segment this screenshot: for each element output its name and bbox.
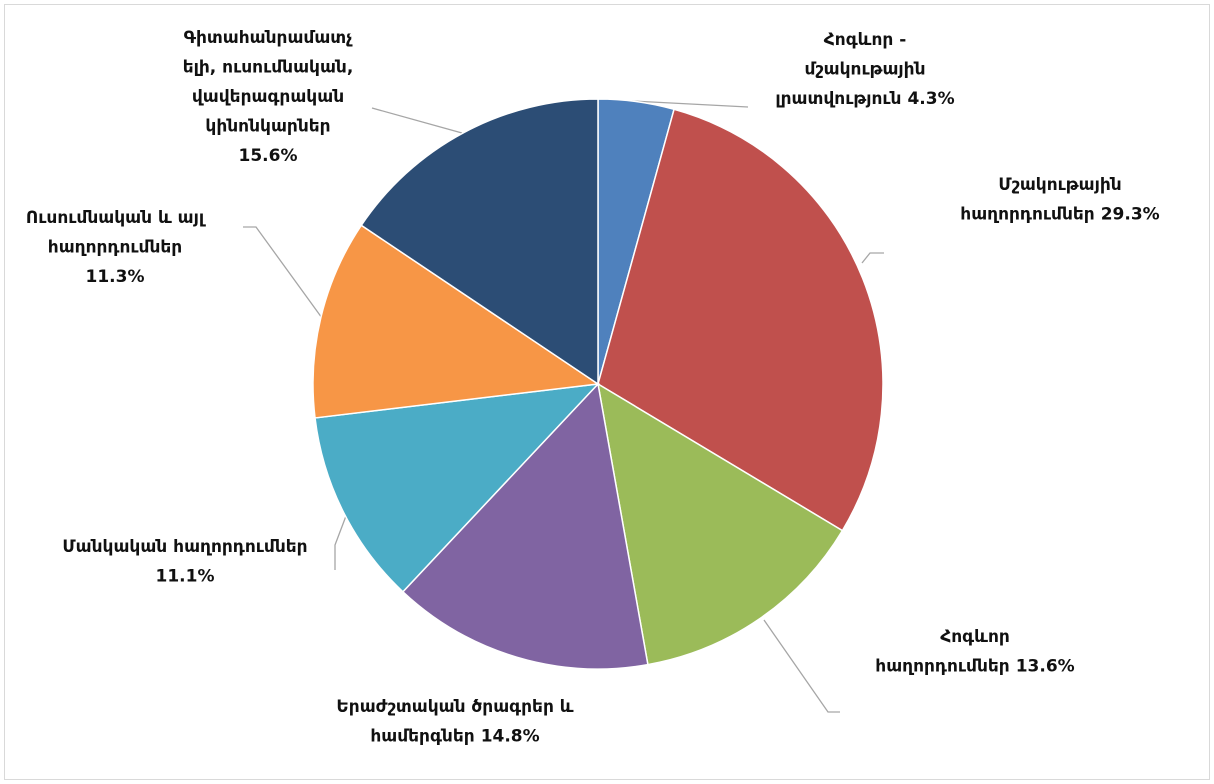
value-label: 14.8%	[481, 727, 540, 747]
data-label: Երաժշտական ծրագրեր և համերգներ 14.8%	[336, 697, 573, 747]
label-line: Մշակութային	[998, 175, 1121, 195]
pie-slice	[597, 108, 884, 532]
label-line: Գիտահանրամատչ	[184, 28, 354, 48]
data-label: Հոգևոր - մշակութային լրատվություն 4.3%	[775, 30, 954, 109]
data-label: Մանկական հաղորդումներ 11.1%	[62, 537, 307, 587]
data-label: Գիտահանրամատչ ելի, ուսումնական, վավերագրակ…	[183, 28, 354, 166]
leader-line	[334, 515, 347, 570]
pie-slice	[314, 383, 600, 593]
label-line: վավերագրական	[192, 87, 344, 107]
label-line: համերգներ	[370, 727, 474, 747]
label-line: հաղորդումներ	[960, 205, 1094, 225]
value-label: 11.1%	[156, 567, 215, 587]
leader-line	[371, 107, 463, 134]
value-label: 15.6%	[239, 146, 298, 166]
leader-line	[631, 100, 749, 108]
label-line: Երաժշտական ծրագրեր և	[336, 697, 573, 717]
value-label: 11.3%	[86, 267, 145, 287]
data-label: Հոգևոր հաղորդումներ 13.6%	[875, 627, 1074, 677]
label-line: հաղորդումներ	[875, 657, 1009, 677]
pie	[312, 98, 884, 670]
pie-slice	[401, 382, 649, 670]
label-line: լրատվություն	[775, 89, 901, 109]
label-line: հաղորդումներ	[48, 238, 182, 258]
data-label: Ուսումնական և այլ հաղորդումներ 11.3%	[26, 208, 206, 287]
pie-slice	[596, 382, 844, 666]
leader-line	[861, 252, 884, 264]
label-line: Հոգևոր	[940, 627, 1010, 647]
pie-slice	[312, 224, 601, 419]
label-line: մշակութային	[804, 60, 925, 80]
leader-lines	[243, 100, 884, 713]
value-label: 4.3%	[907, 89, 954, 109]
label-line: Ուսումնական և այլ	[26, 208, 206, 228]
leader-line	[763, 619, 840, 713]
label-line: կինոնկարներ	[205, 117, 330, 137]
value-label: 13.6%	[1016, 657, 1075, 677]
data-label: Մշակութային հաղորդումներ 29.3%	[960, 175, 1159, 225]
label-line: ելի, ուսումնական,	[183, 58, 354, 78]
label-line: Հոգևոր -	[824, 30, 907, 50]
value-label: 29.3%	[1101, 205, 1160, 225]
label-line: Մանկական հաղորդումներ	[62, 537, 307, 557]
leader-line	[243, 226, 323, 319]
pie-slice	[360, 98, 599, 386]
